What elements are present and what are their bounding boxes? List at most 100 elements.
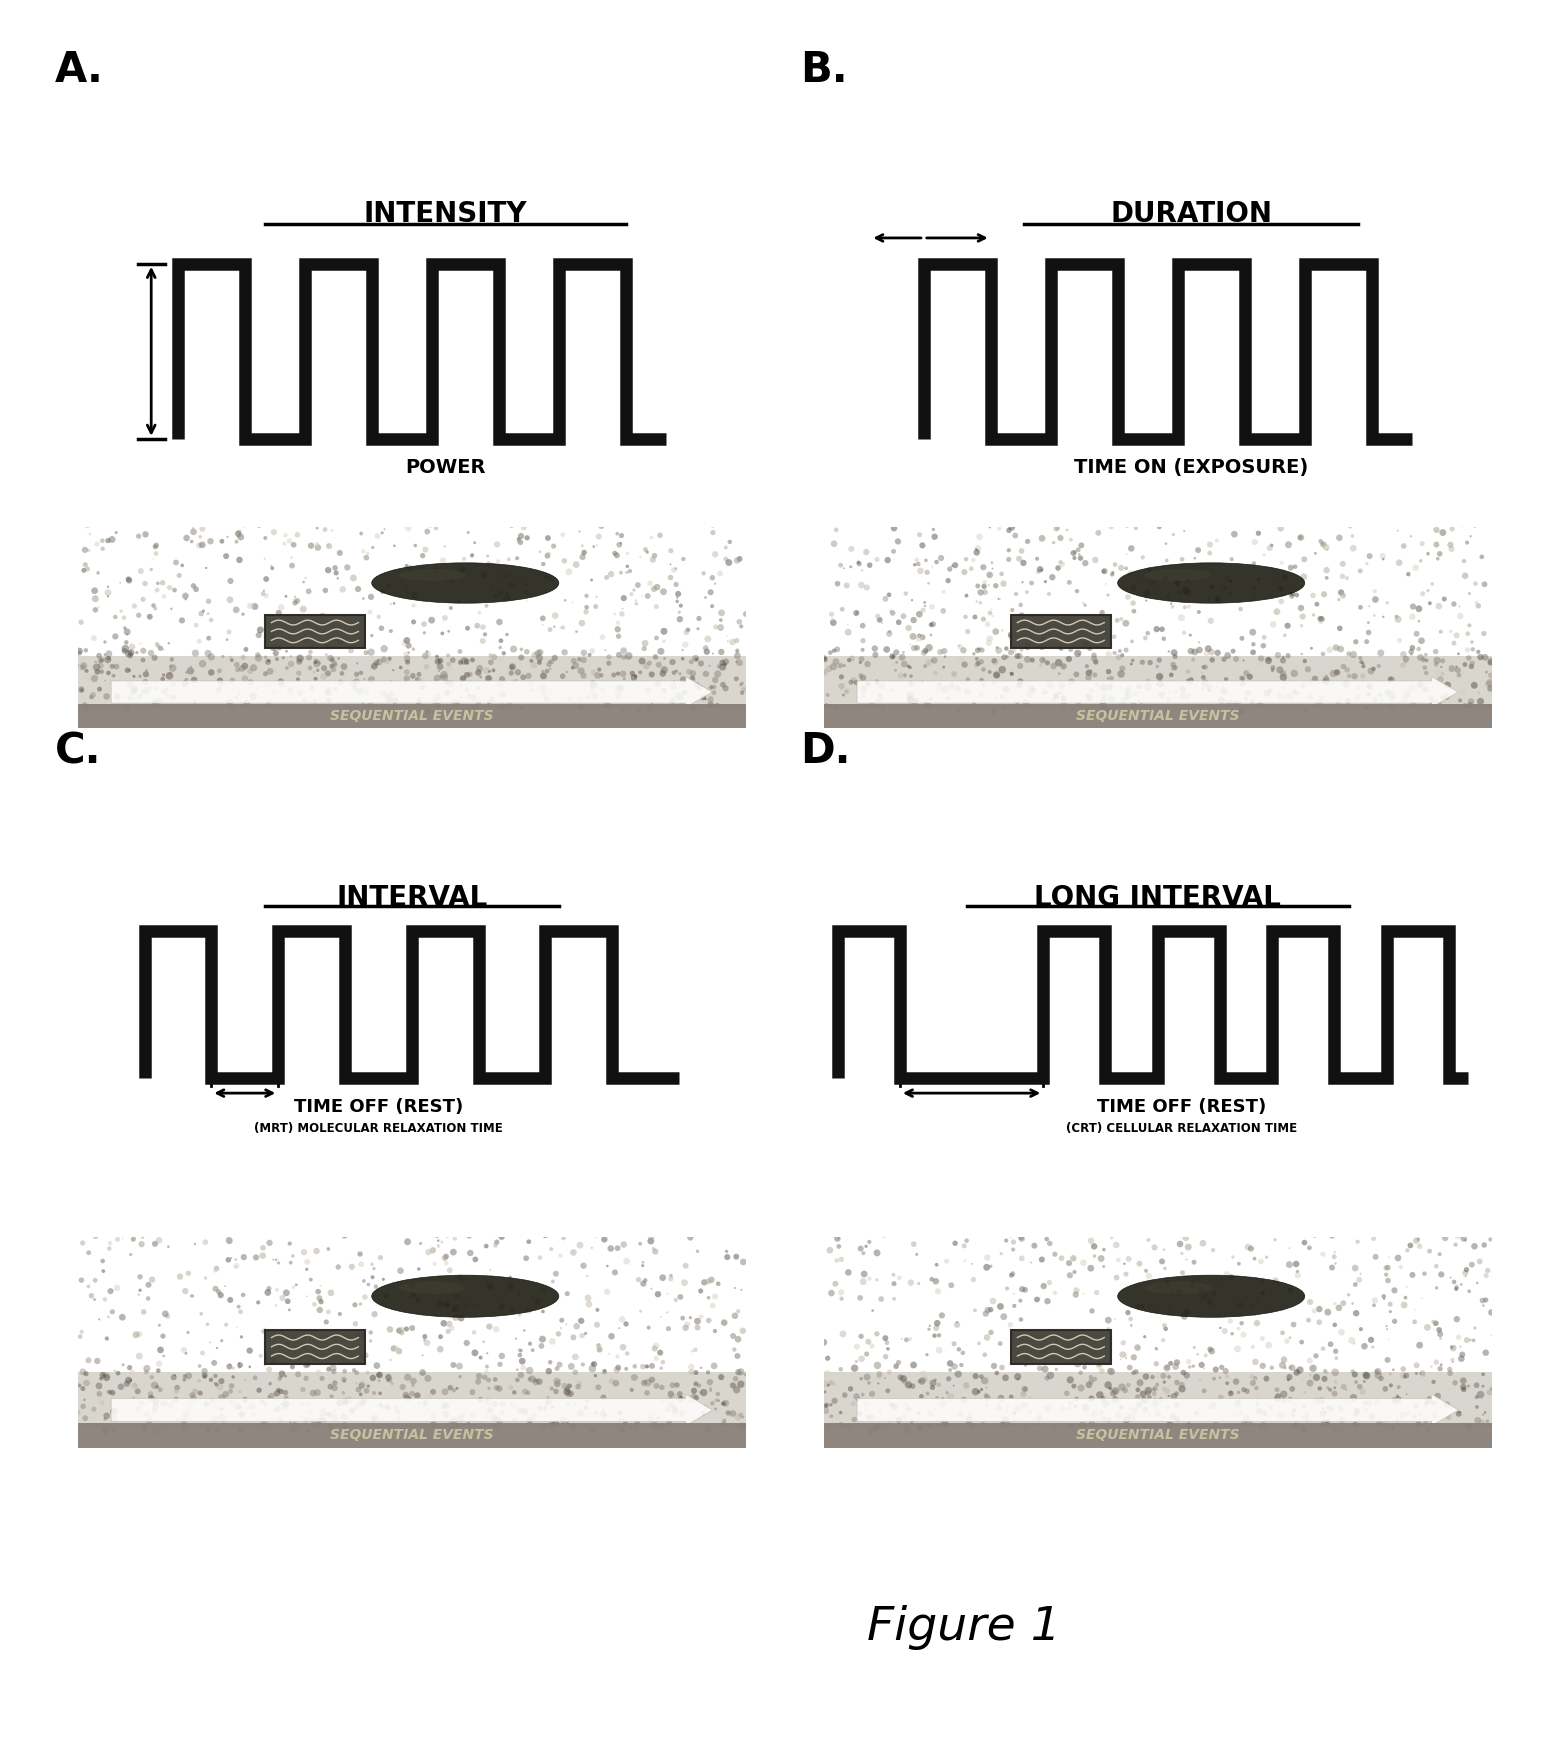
Point: [284, 1271, 309, 1299]
Point: [528, 537, 553, 565]
Point: [1136, 1376, 1161, 1404]
Point: [617, 642, 642, 670]
Point: [1445, 656, 1470, 684]
Point: [365, 521, 390, 549]
Point: [1119, 649, 1144, 677]
Point: [1136, 1400, 1161, 1429]
Point: [1041, 1408, 1066, 1436]
Point: [298, 637, 323, 665]
Point: [1439, 535, 1464, 563]
Point: [1374, 1260, 1399, 1288]
Point: [1470, 1360, 1495, 1388]
Point: [1030, 674, 1055, 702]
Point: [381, 656, 406, 684]
Point: [174, 658, 199, 686]
Point: [508, 1360, 533, 1388]
Point: [671, 665, 696, 693]
Point: [214, 542, 239, 570]
Point: [581, 669, 606, 697]
Point: [620, 660, 645, 688]
Point: [382, 669, 407, 697]
Point: [960, 1250, 985, 1278]
Point: [103, 623, 127, 651]
Point: [362, 1300, 387, 1329]
Point: [897, 1395, 922, 1423]
Point: [653, 644, 678, 672]
Point: [844, 598, 869, 627]
Point: [856, 1228, 881, 1257]
Point: [106, 1225, 131, 1253]
Point: [1195, 672, 1220, 700]
Point: [272, 530, 297, 558]
Point: [976, 611, 1001, 639]
Point: [1096, 665, 1120, 693]
Point: [709, 1364, 733, 1392]
Point: [1161, 655, 1186, 683]
Point: [424, 514, 449, 542]
Point: [572, 539, 597, 567]
Point: [1019, 646, 1044, 674]
Point: [971, 605, 996, 634]
Point: [690, 1399, 715, 1427]
Point: [1176, 577, 1201, 605]
Point: [991, 1404, 1016, 1432]
Point: [657, 563, 682, 591]
Point: [651, 683, 676, 711]
Point: [1298, 1288, 1322, 1316]
Point: [1111, 686, 1136, 714]
Point: [460, 646, 485, 674]
Point: [926, 670, 951, 698]
Point: [929, 1381, 954, 1409]
Point: [393, 641, 418, 669]
Point: [890, 602, 915, 630]
Point: [1324, 634, 1349, 662]
Point: [1363, 1243, 1388, 1271]
Point: [561, 1413, 586, 1441]
Point: [1299, 634, 1324, 662]
Point: [359, 621, 384, 649]
Point: [895, 1413, 920, 1441]
Point: [227, 518, 252, 546]
Point: [1350, 662, 1375, 690]
Point: [132, 1416, 157, 1444]
Point: [962, 604, 987, 632]
Point: [183, 576, 208, 604]
Point: [1072, 1353, 1097, 1381]
Point: [145, 632, 169, 660]
Point: [1027, 1355, 1052, 1383]
Point: [378, 1346, 402, 1374]
Point: [530, 611, 555, 639]
Point: [294, 1406, 319, 1434]
Point: [1085, 1278, 1110, 1306]
Point: [1046, 514, 1071, 542]
Point: [455, 1265, 480, 1293]
Point: [595, 691, 620, 720]
Point: [965, 644, 990, 672]
Point: [848, 644, 873, 672]
Point: [340, 1397, 365, 1425]
Point: [488, 1408, 513, 1436]
Point: [235, 690, 260, 718]
Point: [822, 1386, 847, 1415]
Point: [923, 1314, 948, 1343]
Point: [937, 1350, 962, 1378]
Point: [415, 1395, 440, 1423]
Point: [1256, 1332, 1280, 1360]
Point: [443, 1304, 468, 1332]
Point: [283, 1408, 308, 1436]
Point: [448, 1362, 472, 1390]
Point: [1473, 642, 1498, 670]
Point: [1263, 1267, 1288, 1295]
Point: [636, 1369, 660, 1397]
Point: [906, 1399, 931, 1427]
Point: [1181, 1351, 1206, 1379]
Point: [438, 593, 463, 621]
Point: [432, 532, 457, 560]
Point: [856, 1404, 881, 1432]
Point: [1459, 1251, 1484, 1279]
Point: [354, 1395, 379, 1423]
Point: [221, 667, 246, 695]
Point: [319, 1332, 343, 1360]
Point: [1193, 669, 1218, 697]
Point: [406, 1390, 430, 1418]
